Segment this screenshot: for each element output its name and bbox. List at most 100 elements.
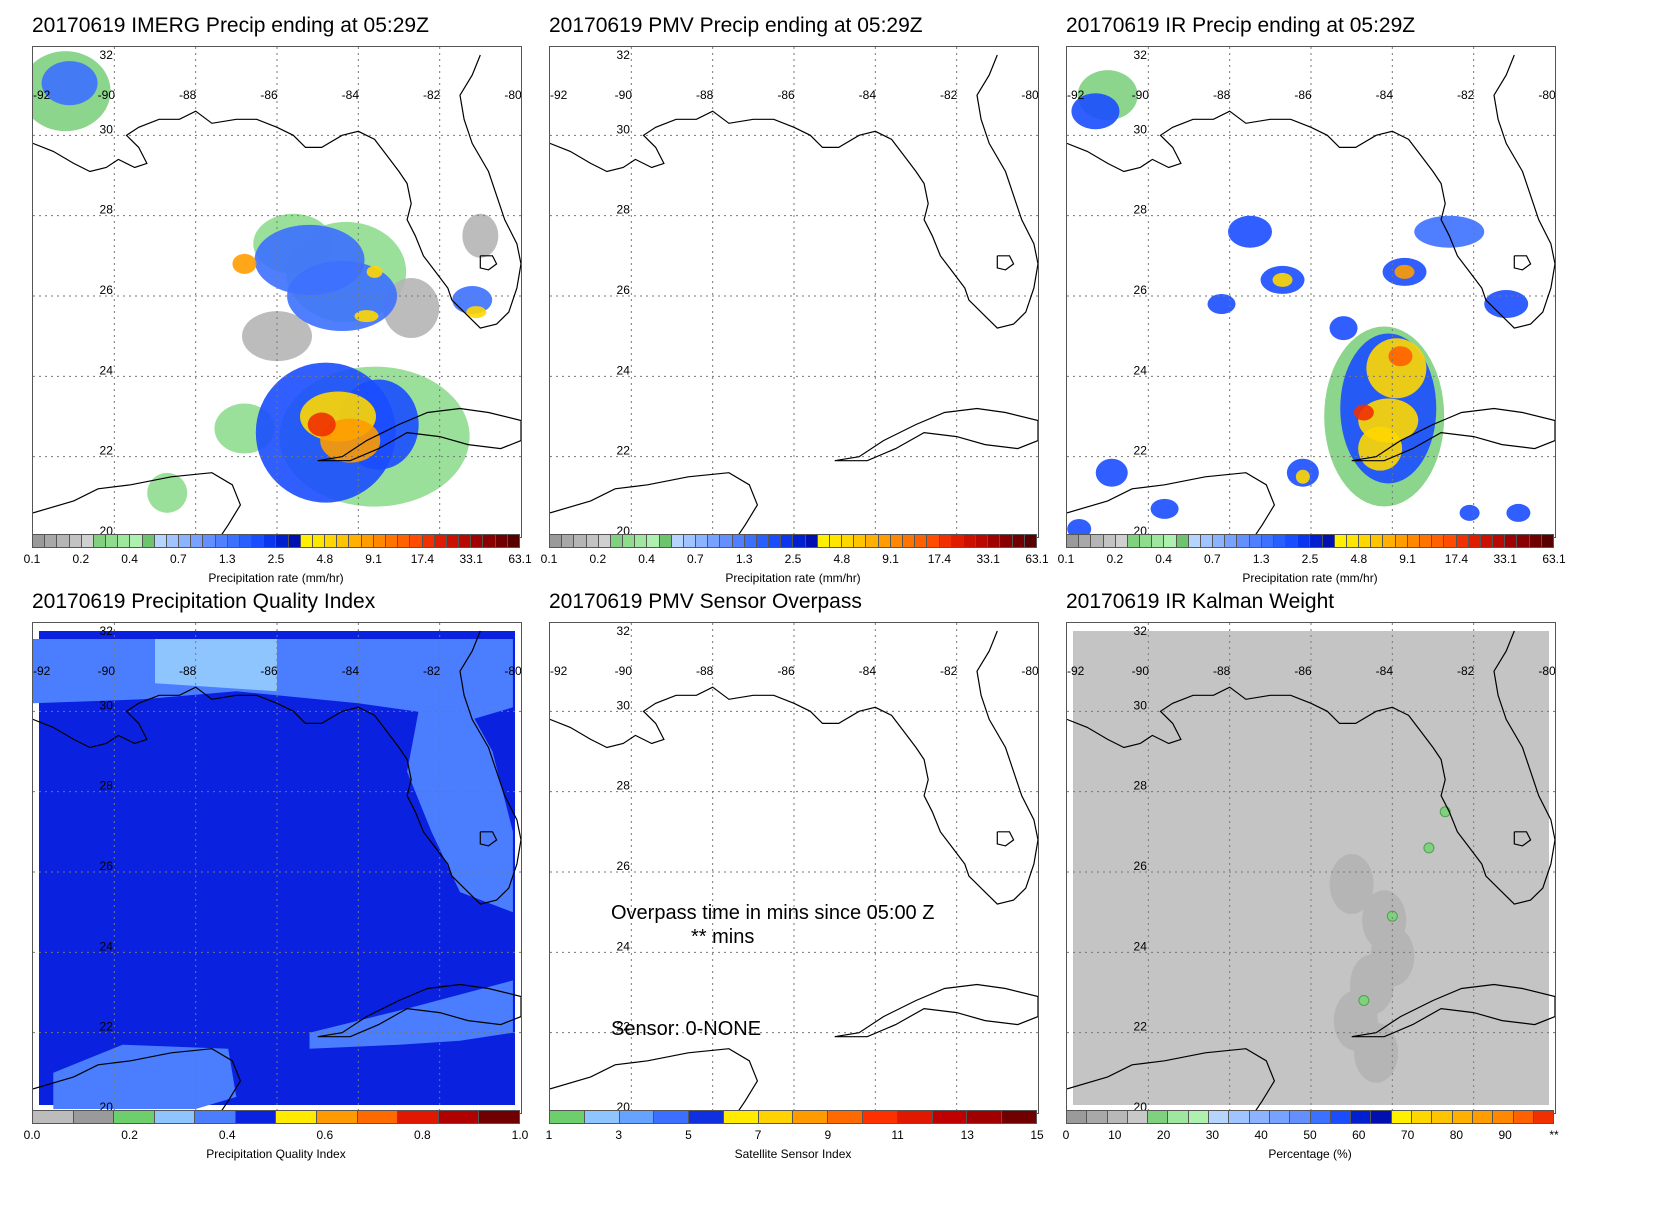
colorbar-swatch <box>1000 535 1013 547</box>
overpass-mins-text: ** mins <box>691 926 755 948</box>
colorbar-swatch <box>647 535 660 547</box>
colorbar-swatch <box>1322 535 1335 547</box>
colorbar-swatch <box>1273 535 1287 547</box>
colorbar-swatch <box>1541 535 1553 547</box>
colorbar-swatch <box>191 535 204 547</box>
colorbar-swatch <box>1067 535 1080 547</box>
lat-label: 26 <box>1134 283 1148 297</box>
colorbar-swatch <box>988 535 1001 547</box>
colorbar-tick-label: 1.0 <box>511 1128 529 1142</box>
lat-label: 26 <box>1134 859 1148 873</box>
map-area: -92 -90 -88 -86 -84 -82 -80 32 30 28 26 24 22 20 <box>32 622 522 1114</box>
lat-label: 30 <box>617 698 631 712</box>
colorbar-swatch <box>1330 1111 1352 1123</box>
lon-label: -86 <box>260 88 278 102</box>
colorbar-tick-label: 0.6 <box>316 1128 334 1142</box>
colorbar-swatch <box>507 535 519 547</box>
colorbar-swatch <box>385 535 399 547</box>
lon-label: -86 <box>777 664 795 678</box>
colorbar-tick-label: 17.4 <box>927 552 952 566</box>
colorbar-label: Satellite Sensor Index <box>734 1147 852 1161</box>
lat-label: 30 <box>617 122 631 136</box>
colorbar-swatch <box>1249 535 1262 547</box>
colorbar-swatch <box>312 535 326 547</box>
colorbar-label: Precipitation rate (mm/hr) <box>208 571 344 585</box>
colorbar-swatch <box>963 535 977 547</box>
colorbar-swatch <box>1359 535 1372 547</box>
colorbar-swatch <box>1127 1111 1149 1123</box>
colorbar-swatch <box>154 535 167 547</box>
colorbar-tick-label: 0.2 <box>1106 552 1124 566</box>
lat-label: 26 <box>100 859 114 873</box>
colorbar-swatch <box>854 535 867 547</box>
lat-label: 26 <box>617 859 631 873</box>
lon-label: -82 <box>423 664 441 678</box>
colorbar-tick-label: 4.8 <box>1350 552 1368 566</box>
lat-label: 32 <box>100 624 114 638</box>
colorbar-swatch <box>398 535 411 547</box>
panel-title: 20170619 IR Kalman Weight <box>1066 590 1335 613</box>
colorbar-tick-label: ** <box>1549 1128 1559 1142</box>
lon-label: -82 <box>940 88 958 102</box>
colorbar-swatch <box>215 535 228 547</box>
colorbar-swatch <box>635 535 648 547</box>
lat-label: 30 <box>100 698 114 712</box>
lon-label: -80 <box>1538 664 1555 678</box>
colorbar-swatch <box>1188 1111 1210 1123</box>
colorbar-swatch <box>744 535 757 547</box>
colorbar-swatch <box>1107 1111 1128 1123</box>
colorbar-swatch <box>720 535 733 547</box>
colorbar-swatch <box>495 535 508 547</box>
lat-label: 20 <box>100 524 114 537</box>
colorbar-swatch <box>828 1111 864 1123</box>
colorbar-swatch <box>114 1111 155 1123</box>
colorbar-tick-label: 63.1 <box>1025 552 1049 566</box>
colorbar-swatch <box>683 535 697 547</box>
colorbar-swatch <box>1200 535 1214 547</box>
lon-label: -90 <box>1132 88 1150 102</box>
lat-label: 22 <box>617 1020 631 1034</box>
colorbar-swatch <box>118 535 131 547</box>
lon-label: -82 <box>423 88 441 102</box>
sensor-text: Sensor: 0-NONE <box>611 1018 762 1040</box>
colorbar-swatch <box>1419 535 1433 547</box>
lon-label: -84 <box>859 664 877 678</box>
colorbar-tick-label: 0.2 <box>121 1128 138 1142</box>
lat-label: 32 <box>617 48 631 62</box>
colorbar-swatch <box>863 1111 898 1123</box>
lat-label: 30 <box>1134 698 1148 712</box>
map-area: -92 -90 -88 -86 -84 -82 -80 32 30 28 26 24 22 20 <box>549 46 1039 538</box>
colorbar-swatch <box>410 535 423 547</box>
colorbar-swatch <box>1209 1111 1230 1123</box>
colorbar-swatch <box>235 1111 277 1123</box>
colorbar-swatch <box>106 535 119 547</box>
colorbar-swatch <box>781 535 794 547</box>
colorbar <box>32 1110 520 1124</box>
colorbar-tick-label: 20 <box>1156 1128 1171 1142</box>
colorbar-swatch <box>276 535 289 547</box>
colorbar-swatch <box>1480 535 1494 547</box>
panel-title: 20170619 PMV Sensor Overpass <box>549 590 862 613</box>
colorbar-swatch <box>483 535 496 547</box>
colorbar-label: Precipitation rate (mm/hr) <box>725 571 861 585</box>
colorbar-swatch <box>1383 535 1396 547</box>
colorbar-ticks: 0.1 0.2 0.4 0.7 1.3 2.5 4.8 9.1 17.4 33.1 63.1 <box>1058 552 1566 568</box>
lon-label: -82 <box>940 664 958 678</box>
colorbar-swatch <box>398 1111 439 1123</box>
colorbar-swatch <box>1517 535 1530 547</box>
colorbar-swatch <box>434 535 447 547</box>
colorbar-swatch <box>756 535 770 547</box>
lon-label: -84 <box>342 664 360 678</box>
colorbar-swatch <box>1176 535 1189 547</box>
lat-label: 28 <box>617 779 631 793</box>
colorbar-swatch <box>1371 535 1384 547</box>
colorbar-swatch <box>829 535 843 547</box>
colorbar-swatch <box>793 1111 829 1123</box>
lat-label: 24 <box>1134 363 1148 377</box>
colorbar-swatch <box>805 535 818 547</box>
colorbar-tick-label: 0.8 <box>414 1128 431 1142</box>
colorbar-swatch <box>1115 535 1128 547</box>
map-area: -92 -90 -88 -86 -84 -82 -80 32 30 28 26 24 22 20 <box>1066 46 1556 538</box>
colorbar-swatch <box>300 535 313 547</box>
colorbar-swatch <box>1261 535 1274 547</box>
